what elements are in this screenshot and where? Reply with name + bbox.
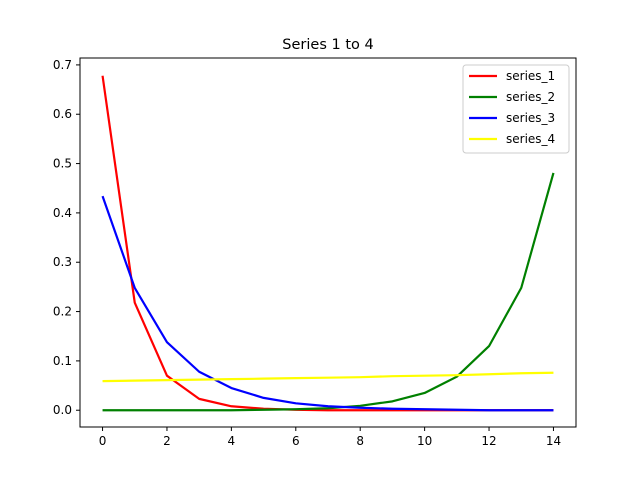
x-tick-label: 4 (228, 434, 236, 448)
x-tick-label: 12 (481, 434, 496, 448)
x-axis: 0 2 4 6 8 10 12 14 (99, 427, 561, 448)
plot-frame (79, 57, 577, 428)
x-tick-label: 0 (99, 434, 107, 448)
y-tick-label: 0.0 (53, 403, 72, 417)
series-layer (101, 75, 555, 412)
chart-title: Series 1 to 4 (282, 37, 373, 53)
x-tick-label: 2 (163, 434, 171, 448)
y-tick-label: 0.2 (53, 305, 72, 319)
x-tick-label: 10 (417, 434, 432, 448)
legend-label-1: series_1 (506, 69, 555, 83)
legend-label-2: series_2 (506, 90, 555, 104)
x-tick-label: 14 (546, 434, 561, 448)
x-tick-label: 8 (356, 434, 364, 448)
legend: series_1 series_2 series_3 series_4 (462, 64, 570, 154)
y-tick-label: 0.6 (53, 107, 72, 121)
series-line-2 (102, 172, 555, 412)
legend-label-3: series_3 (506, 111, 555, 125)
y-tick-label: 0.4 (53, 206, 72, 220)
y-axis: 0.0 0.1 0.2 0.3 0.4 0.5 0.6 0.7 (53, 58, 80, 417)
legend-label-4: series_4 (506, 132, 555, 146)
x-tick-label: 6 (292, 434, 300, 448)
y-tick-label: 0.1 (53, 354, 72, 368)
legend-box (462, 64, 570, 154)
series-line-4 (102, 371, 554, 383)
series-line-3 (101, 195, 554, 412)
y-tick-label: 0.5 (53, 157, 72, 171)
y-tick-label: 0.3 (53, 255, 72, 269)
y-tick-label: 0.7 (53, 58, 72, 72)
